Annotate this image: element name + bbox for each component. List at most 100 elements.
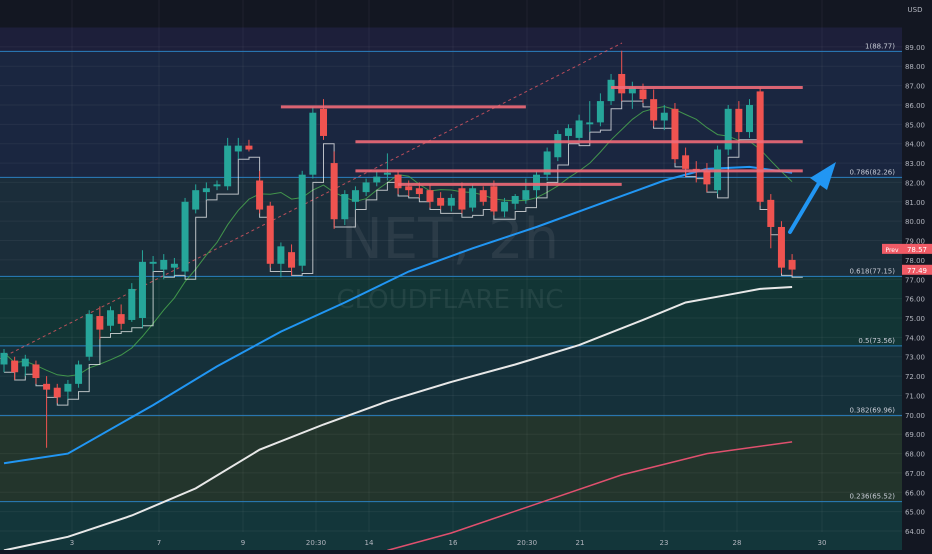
candle-body bbox=[64, 383, 72, 392]
candle-body bbox=[277, 246, 285, 264]
candle-body bbox=[671, 108, 679, 160]
fib-label: 0.382(69.96) bbox=[849, 407, 895, 415]
candle-body bbox=[53, 387, 61, 398]
time-tick-label: 20:30 bbox=[306, 539, 326, 547]
candle-body bbox=[128, 288, 136, 320]
candle-body bbox=[149, 261, 157, 264]
candle-body bbox=[21, 358, 29, 367]
price-tick-label: 83.00 bbox=[905, 160, 925, 168]
last-price-tag: 77.49 bbox=[907, 267, 927, 275]
up-arrow-icon bbox=[788, 162, 836, 234]
time-axis: 3 7 9 20:30 14 16 20:30 21 23 28 30 bbox=[70, 539, 827, 547]
fib-lines: 1(88.77) 0.786(82.26) 0.618(77.15) 0.5(73.5… bbox=[0, 42, 902, 503]
time-tick-label: 21 bbox=[576, 539, 585, 547]
candle-body bbox=[320, 108, 327, 136]
candle-body bbox=[160, 259, 168, 270]
fib-zone bbox=[0, 276, 902, 346]
price-tick-label: 88.00 bbox=[905, 63, 925, 71]
candle-body bbox=[586, 122, 594, 125]
candle-body bbox=[756, 91, 764, 202]
price-tick-label: 74.00 bbox=[905, 334, 925, 342]
price-tick-label: 64.00 bbox=[905, 528, 925, 536]
candle-body bbox=[511, 195, 519, 204]
prev-tag-label-box bbox=[882, 243, 902, 254]
candle-body bbox=[490, 186, 498, 212]
candle-body bbox=[75, 364, 83, 384]
price-tick-label: 84.00 bbox=[905, 141, 925, 149]
time-tick-label: 3 bbox=[70, 539, 74, 547]
prev-price-tag-box bbox=[902, 243, 932, 254]
price-tick-label: 81.00 bbox=[905, 199, 925, 207]
candle-body bbox=[618, 73, 626, 94]
candle-body bbox=[351, 190, 359, 202]
fib-label: 0.5(73.56) bbox=[858, 337, 895, 345]
candle-body bbox=[639, 89, 647, 100]
price-tick-label: 67.00 bbox=[905, 470, 925, 478]
candle-body bbox=[43, 383, 51, 390]
candle-body bbox=[138, 261, 146, 318]
fib-zone bbox=[0, 177, 902, 277]
candle-body bbox=[256, 180, 264, 210]
price-tick-label: 72.00 bbox=[905, 373, 925, 381]
candle-body bbox=[383, 172, 391, 175]
candle-body bbox=[11, 360, 19, 373]
price-tick-label: 71.00 bbox=[905, 392, 925, 400]
candle-body bbox=[777, 226, 785, 268]
candle-body bbox=[554, 134, 562, 158]
fib-label: 1(88.77) bbox=[865, 42, 895, 50]
candle-body bbox=[746, 104, 753, 133]
candle-body bbox=[85, 314, 93, 357]
candle-body bbox=[288, 252, 296, 268]
fib-label: 0.786(82.26) bbox=[849, 168, 895, 176]
fib-zones bbox=[0, 27, 902, 551]
time-tick-label: 16 bbox=[449, 539, 458, 547]
candle-body bbox=[533, 174, 540, 191]
candle-body bbox=[117, 314, 125, 324]
candles bbox=[0, 50, 796, 448]
candle-body bbox=[575, 120, 583, 138]
candle-body bbox=[628, 87, 636, 94]
price-tick-label: 75.00 bbox=[905, 315, 925, 323]
time-tick-label: 7 bbox=[157, 539, 161, 547]
grid-lines bbox=[0, 0, 902, 532]
price-tick-label: 68.00 bbox=[905, 451, 925, 459]
trendline bbox=[0, 42, 623, 360]
candle-body bbox=[788, 259, 796, 270]
candle-body bbox=[682, 155, 690, 169]
prev-price-tag: 78.57 bbox=[907, 246, 927, 254]
time-tick-label: 14 bbox=[365, 539, 374, 547]
watermark-symbol: NET, 2h bbox=[341, 207, 559, 272]
candle-body bbox=[373, 176, 381, 183]
price-tick-label: 87.00 bbox=[905, 83, 925, 91]
candle-body bbox=[107, 310, 114, 326]
candle-body bbox=[234, 145, 242, 152]
resistance-lines bbox=[280, 86, 803, 186]
candle-body bbox=[543, 151, 551, 175]
price-tick-label: 77.00 bbox=[905, 276, 925, 284]
dashed-trendline bbox=[0, 42, 623, 360]
candle-body bbox=[447, 197, 455, 206]
price-tags: Prev 78.57 77.49 bbox=[882, 243, 932, 275]
arrow-shaft bbox=[788, 176, 824, 234]
candle-body bbox=[170, 263, 178, 268]
candle-body bbox=[703, 170, 711, 185]
candle-body bbox=[330, 163, 338, 220]
candle-body bbox=[0, 352, 8, 365]
candle-body bbox=[213, 184, 221, 187]
candle-body bbox=[767, 199, 775, 227]
watermark-company: CLOUDFLARE INC bbox=[336, 285, 563, 315]
prev-tag-label: Prev bbox=[885, 247, 899, 254]
candle-body bbox=[458, 188, 466, 210]
candle-body bbox=[362, 182, 370, 193]
candle-body bbox=[341, 194, 349, 220]
price-tick-label: 89.00 bbox=[905, 44, 925, 52]
candle-body bbox=[469, 188, 477, 208]
fib-label: 0.618(77.15) bbox=[849, 267, 895, 275]
fib-label: 0.236(65.52) bbox=[849, 493, 895, 501]
candle-body bbox=[660, 112, 668, 121]
candle-body bbox=[266, 205, 274, 264]
price-tick-label: 86.00 bbox=[905, 102, 925, 110]
candle-body bbox=[309, 112, 317, 175]
